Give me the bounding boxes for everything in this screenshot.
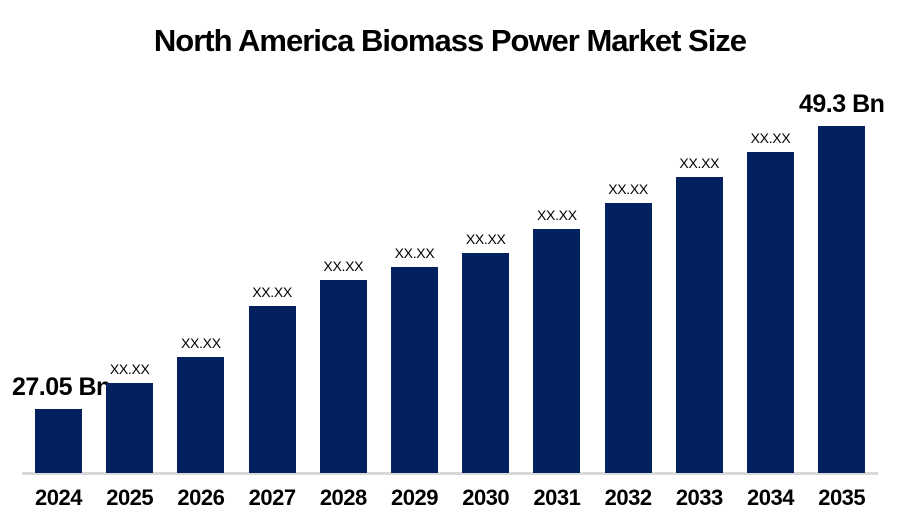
value-label-2035: 49.3 Bn (798, 90, 885, 118)
x-tick-2024: 2024 (35, 485, 82, 510)
x-tick-2026: 2026 (177, 485, 225, 510)
value-label-2032: XX.XX (608, 181, 648, 197)
value-label-2028: XX.XX (323, 258, 364, 274)
bar-2025 (106, 383, 154, 473)
x-tick-2031: 2031 (533, 485, 581, 510)
bar-2024 (35, 409, 82, 473)
x-tick-2030: 2030 (462, 485, 510, 510)
bar-2035 (818, 126, 866, 473)
value-label-2033: XX.XX (679, 155, 720, 171)
bar-2029 (391, 267, 438, 473)
bar-2028 (319, 280, 367, 473)
bar-2030 (462, 253, 510, 473)
x-tick-2029: 2029 (391, 485, 438, 510)
bar-2034 (747, 152, 794, 473)
value-label-2027: XX.XX (252, 284, 292, 300)
x-tick-2034: 2034 (747, 485, 794, 510)
value-label-2030: XX.XX (465, 231, 506, 247)
x-axis-line (22, 472, 878, 475)
chart-title: North America Biomass Power Market Size (153, 23, 747, 58)
bar-2032 (604, 203, 652, 473)
value-label-2031: XX.XX (537, 207, 577, 223)
x-tick-2027: 2027 (248, 485, 296, 510)
x-tick-2025: 2025 (106, 485, 154, 510)
value-label-2025: XX.XX (109, 361, 150, 377)
x-tick-2032: 2032 (604, 485, 652, 510)
value-label-2026: XX.XX (181, 335, 221, 351)
x-tick-2033: 2033 (675, 485, 723, 510)
bar-2026 (177, 357, 225, 473)
value-label-2034: XX.XX (750, 130, 791, 146)
value-label-2029: XX.XX (394, 245, 435, 261)
bar-2033 (675, 177, 723, 473)
x-tick-2028: 2028 (319, 485, 367, 510)
value-label-2024: 27.05 Bn (12, 373, 111, 401)
bar-2027 (248, 306, 296, 473)
bar-2031 (533, 229, 581, 473)
x-tick-2035: 2035 (818, 485, 866, 510)
